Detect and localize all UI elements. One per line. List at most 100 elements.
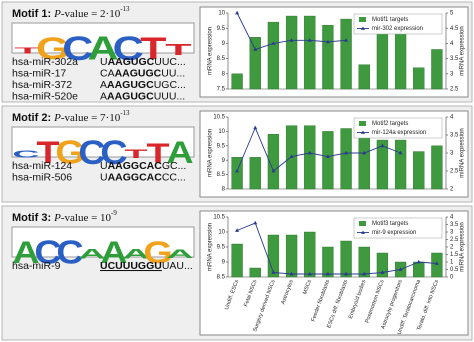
logo-letter-group: G: [36, 31, 70, 66]
bar: [358, 64, 370, 90]
mirna-name: hsa-miR-372: [12, 79, 72, 91]
motif-label: Motif 3:: [12, 212, 51, 224]
legend-label: Motif1 targets: [372, 17, 408, 23]
y2-tick-label: 2.5: [450, 87, 459, 93]
logo-letter-group: T: [124, 147, 147, 160]
seq-part: CA: [100, 67, 115, 79]
bar: [376, 139, 389, 190]
y2-tick-label: 2.5: [450, 237, 459, 243]
line-marker: [271, 168, 276, 173]
bar: [249, 37, 261, 90]
seq-part: UCUUUGGU: [100, 260, 162, 272]
bar: [231, 73, 243, 90]
line-marker: [289, 38, 294, 42]
seq-part: A: [100, 90, 107, 102]
seq-part: AAGUGC: [107, 90, 154, 102]
logo-letter: A: [166, 136, 193, 170]
p-italic: P: [53, 8, 61, 20]
logo-letter: A: [122, 246, 149, 262]
x-tick-label: MSCs: [302, 279, 313, 295]
line-marker: [235, 168, 240, 173]
logo-letter-group: C: [62, 30, 93, 68]
logo-letter: A: [78, 246, 105, 262]
bar: [267, 134, 280, 190]
y2-tick-label: 3: [450, 230, 454, 236]
seq-part: GC...: [162, 160, 187, 172]
line: [236, 222, 437, 275]
logo-letter: C: [100, 133, 127, 172]
logo-letter: A: [87, 31, 118, 68]
line-marker: [398, 267, 403, 271]
y-tick-label: 9.5: [217, 26, 226, 32]
bar: [285, 234, 298, 278]
legend-label: mir-302 expression: [372, 26, 423, 32]
seq-part: AAGGCAC: [108, 160, 163, 172]
y2-axis-label: miRNA expression: [460, 128, 466, 177]
bar: [249, 267, 261, 278]
logo-letter-group: T: [36, 136, 59, 170]
y-tick-label: 9.5: [217, 143, 226, 149]
line-marker: [235, 10, 240, 15]
p-exponent: -13: [120, 109, 130, 117]
legend-swatch: [359, 17, 366, 22]
bar: [340, 128, 352, 190]
logo-letter: C: [78, 133, 105, 172]
mirna-name: hsa-miR-302a: [12, 56, 78, 68]
logo-letter: C: [12, 148, 39, 160]
bar: [431, 145, 443, 190]
seq-part: CC...: [162, 171, 186, 183]
seq-part: UGC...: [154, 79, 186, 91]
logo-letter-group: A: [87, 31, 118, 68]
y2-tick-label: 0.5: [450, 267, 459, 273]
logo-letter-group: G: [143, 236, 172, 270]
mirna-name: hsa-miR-124: [12, 160, 72, 172]
mirna-seq: AAAGUGCUUU...: [100, 90, 185, 102]
logo-letter: T: [165, 41, 192, 58]
p-exponent: -9: [111, 209, 117, 217]
mirna-seq: UCUUUGGUUAU...: [100, 260, 193, 272]
motif-title: Motif 2: P-value = 7·10-13: [12, 109, 130, 124]
logo-letter: C: [62, 30, 93, 68]
y2-tick-label: 4: [450, 41, 454, 47]
motif-label: Motif 1:: [12, 8, 51, 20]
legend-label: Motif2 targets: [372, 121, 408, 127]
y2-tick-label: 3.5: [450, 222, 459, 228]
line-marker: [344, 271, 349, 276]
logo-letter-group: T: [165, 41, 192, 58]
logo-letter: C: [113, 30, 144, 68]
seq-part: AAGUGC: [108, 56, 155, 68]
mirna-seq: UAAGUGCUUC...: [100, 56, 186, 68]
y-tick-label: 9: [222, 260, 226, 266]
y-tick-label: 10: [218, 11, 225, 17]
seq-part: U: [100, 56, 108, 68]
logo-letter-group: A: [78, 246, 105, 262]
bar: [249, 157, 261, 190]
mirna-name: hsa-miR-520e: [12, 90, 78, 102]
logo-letter: A: [166, 247, 193, 260]
legend-swatch: [359, 121, 366, 126]
bar: [358, 246, 370, 278]
seq-part: A: [100, 79, 107, 91]
y-tick-label: 10.5: [213, 215, 225, 221]
bar: [413, 151, 425, 190]
logo-letter-group: C: [56, 234, 83, 271]
bar: [267, 21, 280, 90]
y-tick-label: 7.5: [217, 87, 226, 93]
y-axis-label: mRNA expression: [208, 27, 214, 75]
y2-axis-label: miRNA expression: [460, 26, 466, 75]
bar: [394, 139, 407, 190]
mirna-name: hsa-miR-17: [12, 67, 66, 79]
line-marker: [325, 271, 330, 276]
legend-marker: [361, 230, 365, 234]
line-marker: [362, 271, 367, 276]
bar: [322, 246, 334, 278]
bar: [231, 157, 243, 190]
y2-tick-label: 2: [450, 245, 454, 251]
mirna-name: hsa-miR-506: [12, 171, 72, 183]
bar: [304, 125, 316, 190]
y2-tick-label: 4: [450, 115, 454, 121]
bar: [304, 231, 316, 278]
logo-letter-group: C: [113, 30, 144, 68]
logo-letter-group: T: [140, 31, 166, 66]
mirna-seq: CAAAGUGCUU...: [100, 67, 185, 79]
